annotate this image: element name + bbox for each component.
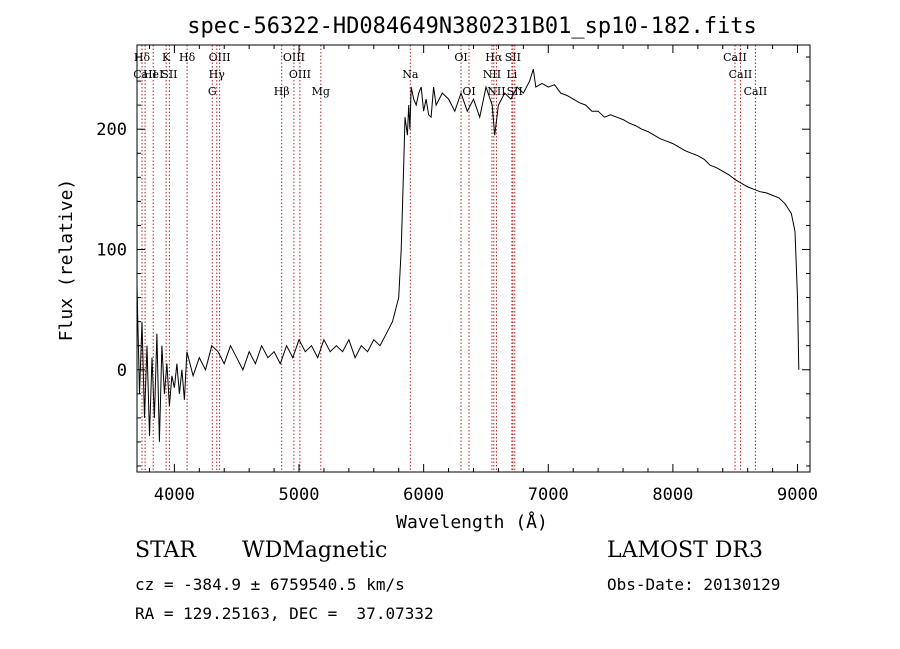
spectral-line-label: Hβ <box>274 85 290 98</box>
x-axis-label: Wavelength (Å) <box>396 511 548 533</box>
cz-value: cz = -384.9 ± 6759540.5 km/s <box>135 575 405 594</box>
spectral-line-label: Hδ <box>179 51 196 64</box>
spectral-line-label: CaII <box>729 68 753 81</box>
plot-frame <box>136 44 811 473</box>
spectral-line-label: HeI <box>143 68 163 81</box>
ra-dec: RA = 129.25163, DEC = 37.07332 <box>135 604 434 623</box>
spectral-line-label: OIII <box>289 68 311 81</box>
spectral-line-label: SII <box>161 68 177 81</box>
x-tick-label: 4000 <box>154 485 195 505</box>
spectral-line-label: OIII <box>209 51 231 64</box>
subclass-label: WDMagnetic <box>242 538 388 563</box>
spectral-line-label: Li <box>506 68 517 81</box>
spectrum-line <box>136 68 800 442</box>
spectral-line-label: Hδ <box>134 51 151 64</box>
spectral-line-label: Hγ <box>209 68 226 81</box>
spectral-line-label: Na <box>402 68 419 81</box>
spectral-line-label: OI <box>454 51 467 64</box>
y-tick-label: 0 <box>117 361 127 381</box>
spectral-line-label: NII <box>487 85 505 98</box>
x-tick-label: 6000 <box>403 485 444 505</box>
spectral-line-label: OI <box>462 85 475 98</box>
spectral-line-label: NII <box>483 68 501 81</box>
x-tick-label: 5000 <box>279 485 320 505</box>
spectral-line-label: OIII <box>283 51 305 64</box>
spectral-line-label: CaII <box>133 68 157 81</box>
y-axis-label: Flux (relative) <box>56 179 77 342</box>
spectral-line-label: Hα <box>485 51 503 64</box>
x-tick-label: 8000 <box>652 485 693 505</box>
y-tick-label: 200 <box>96 120 127 140</box>
x-tick-label: 7000 <box>528 485 569 505</box>
class-label: STAR <box>135 538 196 563</box>
spectral-line-label: CaII <box>723 51 747 64</box>
chart-title: spec-56322-HD084649N380231B01_sp10-182.f… <box>187 14 757 39</box>
spectral-line-label: K <box>162 51 171 64</box>
x-tick-label: 9000 <box>777 485 818 505</box>
spectral-line-label: Mg <box>312 85 330 98</box>
spectral-line-label: CaII <box>744 85 768 98</box>
spectral-line-label: G <box>208 85 217 98</box>
survey-label: LAMOST DR3 <box>607 538 763 563</box>
y-tick-label: 100 <box>96 240 127 260</box>
spectral-line-label: SII <box>505 51 521 64</box>
obs-date: Obs-Date: 20130129 <box>607 575 781 594</box>
